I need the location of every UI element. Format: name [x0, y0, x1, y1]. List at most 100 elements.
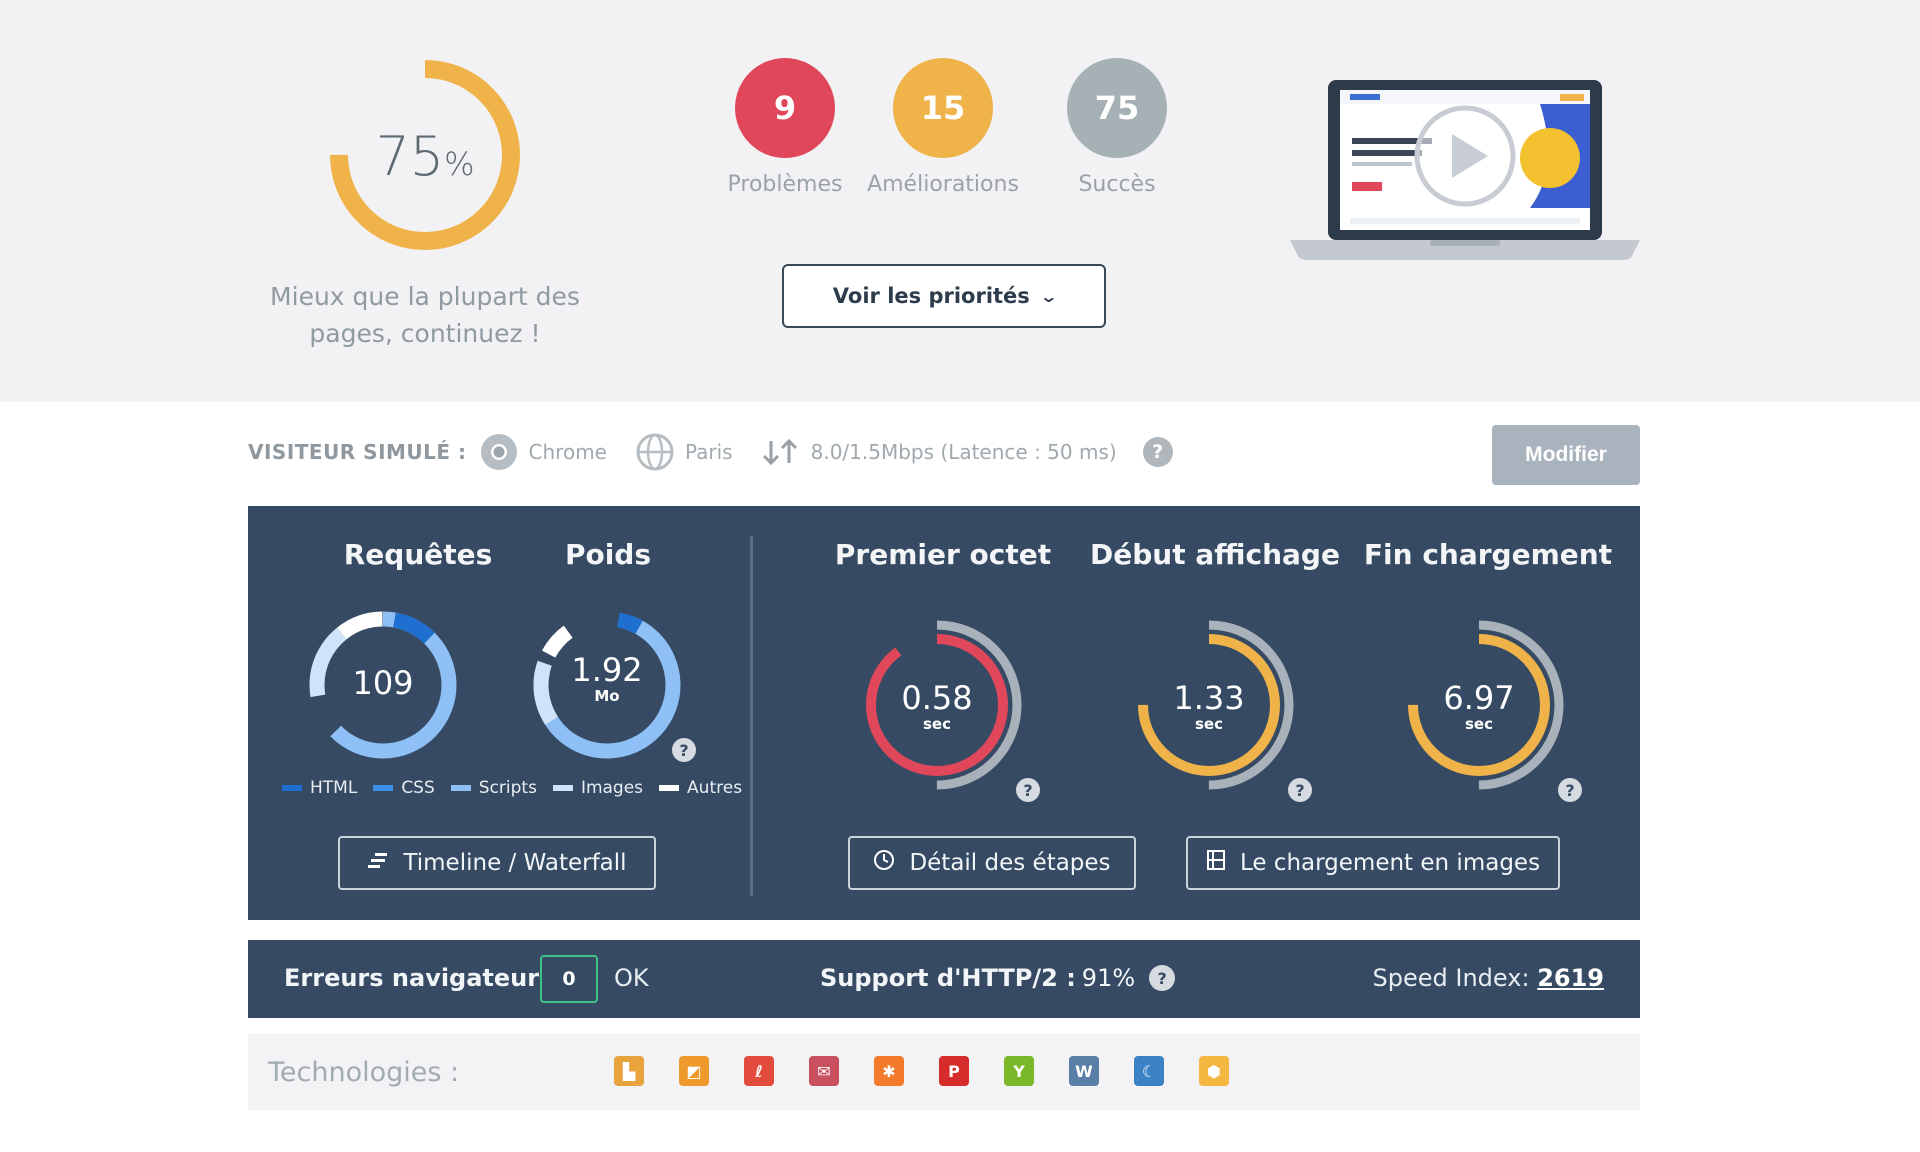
successes-label: Succès	[1078, 172, 1156, 197]
start-render-help-icon[interactable]: ?	[1288, 778, 1312, 802]
technologies-row: Technologies : ▙ ◩ ℓ ✉ ✱ P Y W ☾ ⬢	[248, 1034, 1640, 1110]
weight-help-icon[interactable]: ?	[672, 738, 696, 762]
location-info: Paris	[635, 432, 733, 472]
modify-visitor-button[interactable]: Modifier	[1492, 425, 1640, 485]
load-complete-title: Fin chargement	[1363, 538, 1613, 571]
first-byte-value: 0.58 sec	[901, 679, 973, 733]
first-byte-help-icon[interactable]: ?	[1016, 778, 1040, 802]
transfer-arrows-icon	[762, 438, 797, 466]
http2-label: Support d'HTTP/2 :	[820, 964, 1076, 992]
steps-detail-label: Détail des étapes	[909, 850, 1111, 876]
laravel-icon[interactable]: ℓ	[744, 1056, 774, 1086]
jetpack-icon[interactable]: ☾	[1134, 1056, 1164, 1086]
globe-icon	[636, 433, 674, 471]
weight-value: 1.92 Mo	[571, 651, 643, 705]
results-badges: 9 Problèmes 15 Améliorations 75 Succès	[700, 58, 1180, 208]
gauge-reference-arc	[1124, 620, 1294, 790]
score-percentage: 75%	[375, 125, 475, 188]
successes-badge[interactable]: 75 Succès	[1032, 58, 1202, 197]
legend-images: Images	[552, 778, 643, 798]
apache-icon[interactable]: ▙	[614, 1056, 644, 1086]
requests-title: Requêtes	[343, 538, 493, 571]
browser-errors-count[interactable]: 0	[540, 955, 598, 1003]
steps-detail-button[interactable]: Détail des étapes	[848, 836, 1136, 890]
help-icon[interactable]: ?	[1142, 437, 1173, 467]
legend-html: HTML	[282, 778, 357, 798]
legend-others: Autres	[659, 778, 742, 798]
timeline-waterfall-label: Timeline / Waterfall	[403, 850, 627, 876]
problems-badge[interactable]: 9 Problèmes	[700, 58, 870, 197]
load-complete-help-icon[interactable]: ?	[1558, 778, 1582, 802]
technologies-label: Technologies :	[268, 1057, 460, 1088]
load-complete-gauge: 6.97 sec ?	[1384, 610, 1582, 802]
legend-scripts: Scripts	[450, 778, 537, 798]
start-render-gauge: 1.33 sec ?	[1114, 610, 1312, 802]
improvements-label: Améliorations	[867, 172, 1019, 197]
panel-divider	[750, 536, 753, 896]
gauge-reference-arc	[1394, 620, 1564, 790]
metrics-panel: Requêtes Poids 109 1.92 Mo ? HTML CSS Sc…	[248, 506, 1640, 920]
clock-icon	[873, 849, 895, 877]
waterfall-icon	[367, 850, 389, 876]
problems-label: Problèmes	[727, 172, 843, 197]
first-byte-title: Premier octet	[834, 538, 1052, 571]
successes-count: 75	[1067, 58, 1167, 158]
browser-errors-status: OK	[614, 964, 649, 992]
status-bar: Erreurs navigateur 0 OK Support d'HTTP/2…	[248, 940, 1640, 1018]
simulated-visitor-label: VISITEUR SIMULÉ :	[248, 440, 467, 464]
weight-donut: 1.92 Mo ?	[532, 610, 696, 762]
load-complete-value: 6.97 sec	[1443, 679, 1515, 733]
speed-index-label: Speed Index:	[1372, 964, 1530, 992]
pinterest-icon[interactable]: P	[939, 1056, 969, 1086]
technologies-icons: ▙ ◩ ℓ ✉ ✱ P Y W ☾ ⬢	[614, 1056, 1264, 1086]
summary-section: 75% Mieux que la plupart des pages, cont…	[0, 0, 1920, 402]
simulated-visitor-row: VISITEUR SIMULÉ : Chrome Paris 8.0/1.5Mb…	[248, 422, 1640, 482]
first-byte-gauge-chart	[852, 620, 1022, 790]
connection-speed: 8.0/1.5Mbps (Latence : 50 ms)	[810, 440, 1117, 464]
improvements-count: 15	[893, 58, 993, 158]
gauge-value-arc	[866, 634, 1008, 776]
speed-index-value-link[interactable]: 2619	[1537, 964, 1604, 992]
page-screenshot-video[interactable]	[1290, 78, 1640, 272]
location-name: Paris	[684, 440, 733, 464]
film-icon	[1206, 849, 1226, 877]
http2-support: Support d'HTTP/2 : 91% ?	[820, 964, 1176, 992]
start-render-value: 1.33 sec	[1173, 679, 1245, 733]
timeline-waterfall-button[interactable]: Timeline / Waterfall	[338, 836, 656, 890]
view-priorities-label: Voir les priorités	[832, 284, 1030, 308]
cube-icon[interactable]: ⬢	[1199, 1056, 1229, 1086]
weight-donut-chart	[533, 611, 681, 759]
first-byte-gauge: 0.58 sec ?	[842, 610, 1040, 802]
weight-legend: HTML CSS Scripts Images Autres	[282, 778, 758, 798]
requests-donut-chart	[309, 611, 457, 759]
score-gauge	[330, 60, 520, 250]
gauge-value-arc	[1138, 634, 1280, 776]
loading-images-button[interactable]: Le chargement en images	[1186, 836, 1560, 890]
connection-info: 8.0/1.5Mbps (Latence : 50 ms)	[761, 437, 1117, 467]
start-render-gauge-chart	[1124, 620, 1294, 790]
speed-index: Speed Index: 2619	[1373, 964, 1604, 992]
hubspot-icon[interactable]: ✱	[874, 1056, 904, 1086]
yoast-icon[interactable]: Y	[1004, 1056, 1034, 1086]
chrome-icon	[480, 434, 517, 470]
load-complete-gauge-chart	[1394, 620, 1564, 790]
weight-title: Poids	[564, 538, 652, 571]
improvements-badge[interactable]: 15 Améliorations	[858, 58, 1028, 197]
http2-value: 91%	[1081, 964, 1136, 992]
loading-images-label: Le chargement en images	[1239, 850, 1541, 876]
chat-icon[interactable]: ✉	[809, 1056, 839, 1086]
score-message: Mieux que la plupart des pages, continue…	[270, 282, 580, 348]
requests-donut: 109	[308, 610, 458, 760]
jquery-ui-icon[interactable]: ◩	[679, 1056, 709, 1086]
laptop-preview-icon	[1290, 80, 1640, 260]
wordpress-icon[interactable]: W	[1069, 1056, 1099, 1086]
start-render-title: Début affichage	[1090, 538, 1340, 571]
gauge-reference-arc	[852, 620, 1022, 790]
http2-help-icon[interactable]: ?	[1149, 965, 1176, 991]
gauge-value-arc	[1408, 634, 1550, 776]
browser-info: Chrome	[479, 432, 607, 472]
problems-count: 9	[735, 58, 835, 158]
requests-value: 109	[352, 664, 414, 702]
view-priorities-button[interactable]: Voir les priorités ⌄	[782, 264, 1106, 328]
legend-css: CSS	[373, 778, 435, 798]
